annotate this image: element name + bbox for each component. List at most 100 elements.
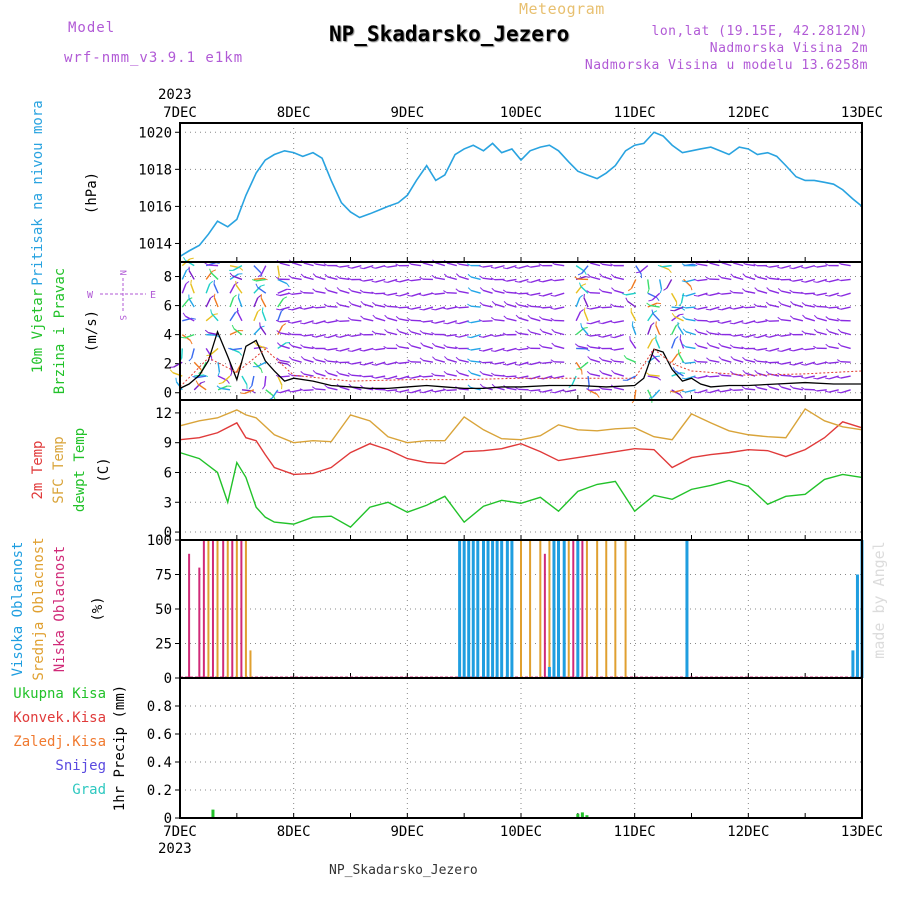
wind-barb (423, 292, 434, 297)
wind-barb-head (252, 279, 257, 282)
wind-barb (253, 285, 262, 294)
wind-barb (840, 360, 851, 363)
wind-barb (506, 264, 517, 270)
precip-bar (576, 813, 580, 818)
cloud-bar (222, 540, 225, 678)
cloud-bar (567, 540, 570, 678)
wind-barb-head (753, 348, 758, 351)
wind-barb (709, 344, 720, 350)
wind-barb-head (419, 330, 424, 334)
wind-barb-head (311, 335, 316, 338)
wind-barb-head (610, 273, 615, 278)
wind-barb (757, 333, 768, 339)
wind-barb-head (217, 371, 220, 377)
wind-barb (375, 375, 386, 379)
wind-barb-head (371, 376, 376, 379)
ytick-label-wind: 4 (164, 328, 172, 344)
wind-barb (387, 317, 398, 322)
ytick-label-pressure: 1016 (138, 199, 172, 215)
wind-barb-head (503, 300, 508, 305)
wind-barb-head (491, 317, 495, 321)
ytick-label-precip: 0.4 (147, 755, 172, 771)
wind-barb-head (276, 391, 281, 394)
wind-barb-head (229, 272, 233, 277)
wind-barb-head (443, 273, 448, 278)
wind-barb-head (491, 300, 496, 305)
wind-barb-head (526, 293, 531, 296)
precip-legend-1: Konvek.Kisa (13, 710, 106, 726)
wind-barb-head (502, 349, 507, 352)
wind-barb (733, 320, 744, 325)
wind-barb-head (599, 369, 603, 374)
wind-barb-head (335, 275, 340, 279)
wind-barb-head (674, 336, 679, 340)
wind-barb (303, 389, 314, 392)
lonlat-label: lon,lat (19.15E, 42.2812N) (651, 24, 868, 39)
wind-barb (828, 361, 839, 364)
top-time-tick: 8DEC (277, 105, 311, 121)
wind-barb-head (189, 257, 194, 260)
wind-barb (647, 375, 658, 379)
wind-barb-head (218, 382, 223, 385)
wind-barb-head (175, 377, 177, 382)
wind-barb (781, 264, 792, 269)
wind-barb (816, 361, 827, 366)
ylabel-temp-unit: (C) (96, 457, 112, 482)
wind-barb (652, 389, 661, 398)
wind-barb-head (694, 328, 699, 333)
wind-barb (458, 359, 469, 363)
wind-barb-head (502, 374, 507, 378)
wind-barb (614, 289, 625, 294)
bottom-time-tick: 11DEC (614, 824, 656, 840)
wind-barb (721, 276, 732, 281)
cloud-bar (226, 540, 229, 678)
wind-barb (303, 306, 314, 310)
wind-barb-head (479, 275, 483, 279)
wind-barb (840, 278, 851, 282)
wind-barb (363, 278, 374, 282)
wind-barb (542, 306, 553, 309)
wind-barb (458, 372, 469, 377)
wind-barb (190, 348, 195, 359)
wind-barb-head (706, 357, 710, 361)
wind-barb (259, 326, 267, 336)
wind-barb-head (611, 287, 615, 291)
wind-barb-head (359, 374, 364, 378)
bottom-time-tick: 8DEC (277, 824, 311, 840)
cloud-bar (552, 540, 556, 678)
wind-barb (387, 264, 398, 268)
wind-barb-head (182, 312, 186, 317)
wind-barb (745, 359, 756, 363)
wind-barb-head (659, 289, 662, 294)
wind-barb (458, 263, 469, 267)
wind-barb-head (299, 322, 305, 325)
wind-barb-head (300, 344, 304, 348)
wind-barb (745, 306, 756, 309)
wind-barb-head (372, 314, 376, 319)
wind-barb-head (586, 307, 591, 310)
wind-barb (542, 278, 553, 283)
wind-barb (447, 358, 457, 363)
wind-barb (757, 347, 768, 351)
wind-barb (251, 375, 255, 386)
wind-barb-head (813, 303, 818, 307)
wind-barb (303, 320, 314, 325)
wind-barb (399, 292, 410, 297)
wind-barb-head (663, 287, 668, 291)
wind-barb-head (681, 280, 686, 283)
wind-barb-head (825, 343, 830, 348)
wind-barb-head (681, 361, 686, 364)
wind-barb-head (682, 316, 686, 320)
wind-barb (649, 304, 660, 308)
wind-barb-head (582, 283, 587, 286)
cloud-bar (495, 540, 499, 678)
wind-barb (733, 333, 744, 337)
wind-barb-head (442, 334, 448, 337)
wind-barb (277, 311, 282, 322)
wind-barb-head (802, 314, 806, 319)
wind-barb (828, 318, 839, 322)
wind-barb (721, 358, 732, 363)
wind-barb (757, 289, 768, 294)
wind-barb (277, 298, 284, 308)
wind-barb (303, 373, 314, 377)
